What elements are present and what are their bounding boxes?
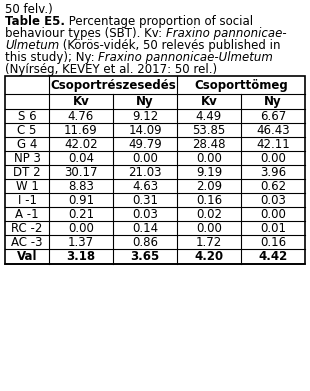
Text: 11.69: 11.69 <box>64 124 98 136</box>
Text: 4.63: 4.63 <box>132 179 158 192</box>
Text: W 1: W 1 <box>16 179 38 192</box>
Text: 0.03: 0.03 <box>132 208 158 221</box>
Text: 0.62: 0.62 <box>260 179 286 192</box>
Text: 3.96: 3.96 <box>260 165 286 179</box>
Text: Kv: Kv <box>73 95 89 108</box>
Text: 42.11: 42.11 <box>256 138 290 151</box>
Bar <box>5 76 305 264</box>
Text: NP 3: NP 3 <box>14 151 40 165</box>
Text: Percentage proportion of social: Percentage proportion of social <box>65 15 253 28</box>
Text: 4.20: 4.20 <box>194 250 224 263</box>
Text: Kv: Kv <box>201 95 217 108</box>
Text: 46.43: 46.43 <box>256 124 290 136</box>
Text: 0.16: 0.16 <box>260 235 286 249</box>
Text: 49.79: 49.79 <box>128 138 162 151</box>
Text: 0.00: 0.00 <box>196 151 222 165</box>
Text: 3.65: 3.65 <box>131 250 160 263</box>
Text: behaviour types (SBT). Kv:: behaviour types (SBT). Kv: <box>5 27 166 40</box>
Text: 0.03: 0.03 <box>260 194 286 206</box>
Text: (Körös-vidék, 50 relevés published in: (Körös-vidék, 50 relevés published in <box>59 39 281 52</box>
Text: 14.09: 14.09 <box>128 124 162 136</box>
Text: 0.21: 0.21 <box>68 208 94 221</box>
Text: A -1: A -1 <box>15 208 39 221</box>
Text: Fraxino pannonicae-: Fraxino pannonicae- <box>166 27 286 40</box>
Text: Ulmetum: Ulmetum <box>5 39 59 52</box>
Text: 9.19: 9.19 <box>196 165 222 179</box>
Text: 0.91: 0.91 <box>68 194 94 206</box>
Text: Csoportrészesedés: Csoportrészesedés <box>50 79 176 91</box>
Text: I -1: I -1 <box>17 194 37 206</box>
Text: 4.42: 4.42 <box>258 250 288 263</box>
Text: 1.72: 1.72 <box>196 235 222 249</box>
Text: C 5: C 5 <box>17 124 37 136</box>
Text: this study); Ny:: this study); Ny: <box>5 51 98 64</box>
Text: DT 2: DT 2 <box>13 165 41 179</box>
Text: AC -3: AC -3 <box>11 235 43 249</box>
Text: 0.31: 0.31 <box>132 194 158 206</box>
Text: 21.03: 21.03 <box>128 165 162 179</box>
Text: 53.85: 53.85 <box>193 124 226 136</box>
Text: 0.04: 0.04 <box>68 151 94 165</box>
Text: 2.09: 2.09 <box>196 179 222 192</box>
Text: 30.17: 30.17 <box>64 165 98 179</box>
Text: (Nyírség, KEVEY et al. 2017: 50 rel.): (Nyírség, KEVEY et al. 2017: 50 rel.) <box>5 63 217 76</box>
Text: 0.00: 0.00 <box>68 221 94 235</box>
Text: 0.02: 0.02 <box>196 208 222 221</box>
Text: G 4: G 4 <box>17 138 37 151</box>
Text: 4.76: 4.76 <box>68 109 94 122</box>
Text: Val: Val <box>17 250 37 263</box>
Text: 0.00: 0.00 <box>132 151 158 165</box>
Text: RC -2: RC -2 <box>11 221 43 235</box>
Text: S 6: S 6 <box>18 109 36 122</box>
Text: 0.00: 0.00 <box>260 208 286 221</box>
Text: 1.37: 1.37 <box>68 235 94 249</box>
Text: 0.00: 0.00 <box>196 221 222 235</box>
Text: 6.67: 6.67 <box>260 109 286 122</box>
Text: 9.12: 9.12 <box>132 109 158 122</box>
Text: 50 felv.): 50 felv.) <box>5 3 53 16</box>
Text: 42.02: 42.02 <box>64 138 98 151</box>
Text: 0.16: 0.16 <box>196 194 222 206</box>
Text: 4.49: 4.49 <box>196 109 222 122</box>
Text: 8.83: 8.83 <box>68 179 94 192</box>
Text: Ny: Ny <box>136 95 154 108</box>
Text: 28.48: 28.48 <box>192 138 226 151</box>
Text: Ny: Ny <box>264 95 282 108</box>
Text: Table E5.: Table E5. <box>5 15 65 28</box>
Text: 0.01: 0.01 <box>260 221 286 235</box>
Text: 3.18: 3.18 <box>66 250 95 263</box>
Text: Csoporttömeg: Csoporttömeg <box>194 79 288 91</box>
Text: 0.14: 0.14 <box>132 221 158 235</box>
Text: 0.00: 0.00 <box>260 151 286 165</box>
Text: 0.86: 0.86 <box>132 235 158 249</box>
Text: Fraxino pannonicae-Ulmetum: Fraxino pannonicae-Ulmetum <box>98 51 273 64</box>
